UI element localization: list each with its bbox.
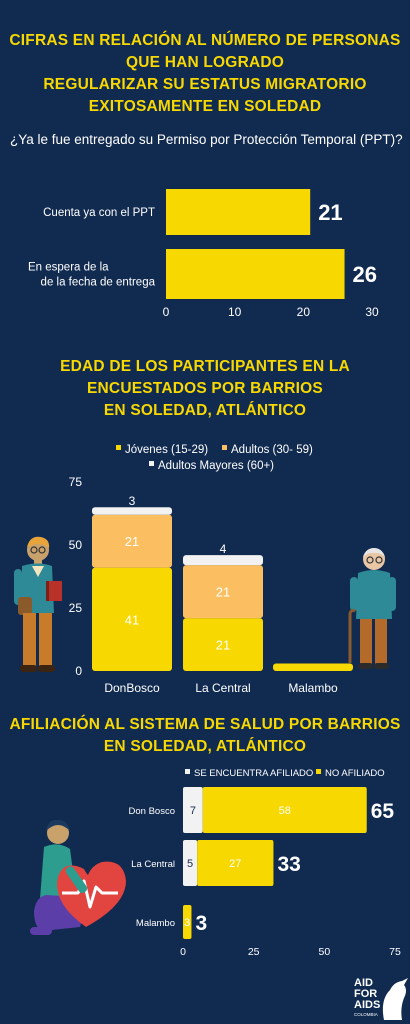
legend-label: Jóvenes (15-29) (125, 444, 209, 456)
section2-title-line: EN SOLEDAD, ATLÁNTICO (103, 402, 307, 419)
section1-title-line: REGULARIZAR SU ESTATUS MIGRATORIO (43, 76, 367, 93)
bar-segment (183, 565, 263, 619)
legend-swatch (116, 445, 121, 451)
data-label: 21 (216, 585, 230, 600)
age-legend-item: Adultos Mayores (60+) (149, 460, 274, 472)
tick-label: 75 (69, 475, 83, 489)
legend-label: SE ENCUENTRA AFILIADO (194, 768, 314, 779)
health-legend-item: SE ENCUENTRA AFILIADO (185, 768, 313, 779)
logo-text: AID (354, 977, 373, 989)
category-label: de la fecha de entrega (41, 277, 156, 289)
section1-title-line: QUE HAN LOGRADO (126, 54, 284, 71)
total-label: 65 (371, 800, 395, 823)
data-label: 21 (216, 638, 230, 653)
legend-label: NO AFILIADO (325, 768, 385, 779)
category-label: Malambo (136, 918, 175, 929)
young-man-illustration (14, 536, 62, 672)
data-label: 3 (129, 494, 136, 508)
data-label: 41 (125, 612, 139, 627)
category-label: DonBosco (104, 681, 160, 695)
section3-title-line: EN SOLEDAD, ATLÁNTICO (103, 738, 307, 755)
health-affiliation-bar-chart: 7 58 65 Don Bosco 5 27 33 La Central 3 3 Malambo 0 2… (129, 787, 401, 958)
logo-text: COLOMBIA (354, 1012, 378, 1017)
tick-label: 50 (69, 538, 83, 552)
data-label: 4 (220, 542, 227, 556)
legend-swatch (185, 768, 190, 774)
data-label: 21 (125, 534, 139, 549)
bar-segment (92, 567, 172, 671)
bar-segment (183, 787, 203, 833)
section2-title: EDAD DE LOS PARTICIPANTES EN LA ENCUESTA… (0, 356, 410, 422)
section1-title-line: EXITOSAMENTE EN SOLEDAD (88, 98, 322, 115)
ppt-question: ¿Ya le fue entregado su Permiso por Prot… (10, 132, 403, 147)
data-label: 21 (318, 200, 342, 225)
legend-label: Adultos Mayores (60+) (158, 460, 275, 472)
logo-text: FOR (354, 988, 377, 1000)
tick-label: 75 (389, 946, 401, 958)
bar-segment (92, 507, 172, 515)
tick-label: 10 (228, 305, 242, 319)
tick-label: 50 (318, 946, 330, 958)
health-legend-item: NO AFILIADO (316, 768, 385, 779)
bar-segment (202, 787, 367, 833)
logo-text: AIDS (354, 999, 380, 1011)
bar-segment (273, 663, 353, 671)
bar-segment (183, 840, 198, 886)
data-label: 5 (187, 858, 193, 870)
data-label: 26 (353, 262, 377, 287)
bar (166, 189, 311, 235)
tick-label: 25 (248, 946, 260, 958)
bar-segment (197, 840, 274, 886)
aid-for-aids-logo: AID FOR AIDS COLOMBIA (354, 977, 408, 1020)
total-label: 3 (195, 912, 207, 935)
tick-label: 0 (75, 664, 82, 678)
section1-title-line: CIFRAS EN RELACIÓN AL NÚMERO DE PERSONAS (9, 32, 401, 49)
section2-title-line: EDAD DE LOS PARTICIPANTES EN LA (60, 358, 350, 375)
tick-label: 0 (180, 946, 186, 958)
category-label: La Central (195, 681, 250, 695)
category-label: La Central (131, 859, 175, 870)
data-label: 3 (184, 917, 190, 929)
category-label: Malambo (288, 681, 338, 695)
age-legend-item: Jóvenes (15-29) (116, 444, 208, 456)
section1-title: CIFRAS EN RELACIÓN AL NÚMERO DE PERSONAS… (0, 30, 410, 118)
legend-swatch (149, 461, 154, 467)
bar-segment (92, 514, 172, 568)
age-stacked-bar-chart: 0 25 50 75 41 21 3 DonBosco 21 21 4 La Central Malam… (69, 475, 353, 695)
bar-segment (183, 618, 263, 671)
elderly-man-illustration (348, 548, 396, 669)
section2-title-line: ENCUESTADOS POR BARRIOS (87, 380, 323, 397)
legend-swatch (316, 768, 321, 774)
total-label: 33 (277, 853, 300, 876)
legend-label: Adultos (30- 59) (231, 444, 313, 456)
tick-label: 20 (297, 305, 311, 319)
age-legend-item: Adultos (30- 59) (222, 444, 313, 456)
data-label: 7 (190, 805, 196, 817)
category-label: Cuenta ya con el PPT (43, 207, 155, 219)
tick-label: 30 (365, 305, 379, 319)
heart-hug-illustration (30, 819, 126, 935)
tick-label: 0 (163, 305, 170, 319)
category-label: En espera de la (28, 262, 109, 274)
section3-title-line: AFILIACIÓN AL SISTEMA DE SALUD POR BARRI… (9, 716, 401, 733)
bar-segment (183, 905, 192, 939)
tick-label: 25 (69, 601, 83, 615)
data-label: 27 (229, 858, 241, 870)
section3-title: AFILIACIÓN AL SISTEMA DE SALUD POR BARRI… (0, 714, 410, 758)
bar-segment (183, 555, 263, 566)
category-label: Don Bosco (129, 806, 175, 817)
data-label: 58 (279, 805, 291, 817)
ppt-bar-chart: 21 Cuenta ya con el PPT 26 En espera de la d… (28, 189, 379, 319)
bar (166, 249, 345, 299)
legend-swatch (222, 445, 227, 451)
